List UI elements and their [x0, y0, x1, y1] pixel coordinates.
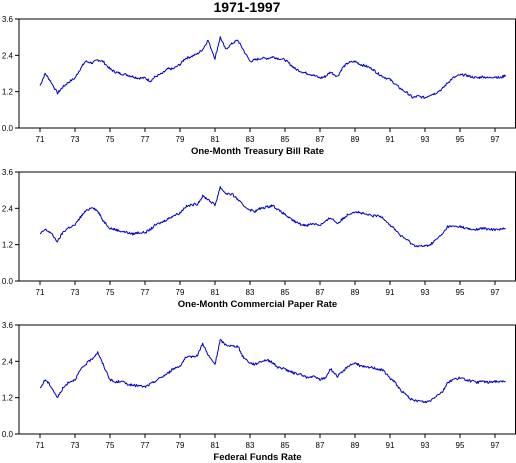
y-tick-label: 1.2 — [2, 88, 14, 97]
y-tick-label: 2.4 — [2, 357, 14, 366]
x-tick-label: 87 — [316, 288, 325, 297]
series-line — [39, 36, 506, 99]
y-tick-label: 3.6 — [2, 15, 14, 24]
plot-frame — [18, 18, 516, 129]
x-tick-label: 95 — [456, 441, 465, 450]
x-tick-label: 87 — [316, 441, 325, 450]
x-tick-label: 79 — [176, 441, 185, 450]
y-tick-label: 2.4 — [2, 51, 14, 60]
y-tick-label: 0.0 — [2, 277, 14, 286]
x-tick-label: 73 — [71, 288, 80, 297]
x-tick-label: 97 — [491, 288, 500, 297]
x-tick-label: 95 — [456, 288, 465, 297]
series-line — [39, 186, 506, 248]
x-tick-label: 93 — [421, 135, 430, 144]
x-tick-label: 79 — [176, 288, 185, 297]
x-tick-label: 73 — [71, 135, 80, 144]
x-tick-label: 85 — [281, 135, 290, 144]
x-tick-label: 85 — [281, 288, 290, 297]
chart-panel-1: 1971-1997 0.0 1.2 2.4 3.6 71 73 75 77 79 81 83 85 87 8… — [2, 0, 516, 157]
x-tick-label: 89 — [351, 288, 360, 297]
y-tick-label: 0.0 — [2, 124, 14, 133]
x-tick-label: 93 — [421, 288, 430, 297]
x-tick-label: 71 — [36, 288, 45, 297]
x-tick-label: 81 — [211, 135, 220, 144]
y-tick-label: 3.6 — [2, 321, 14, 330]
x-tick-label: 91 — [386, 135, 395, 144]
y-tick-label: 1.2 — [2, 241, 14, 250]
y-tick-label: 1.2 — [2, 394, 14, 403]
x-tick-label: 95 — [456, 135, 465, 144]
x-tick-label: 97 — [491, 135, 500, 144]
x-tick-label: 71 — [36, 441, 45, 450]
x-tick-label: 77 — [141, 135, 150, 144]
x-tick-label: 89 — [351, 441, 360, 450]
y-tick-label: 2.4 — [2, 204, 14, 213]
x-tick-label: 75 — [106, 441, 115, 450]
x-tick-label: 79 — [176, 135, 185, 144]
y-tick-label: 0.0 — [2, 430, 14, 439]
x-tick-label: 81 — [211, 288, 220, 297]
x-tick-label: 87 — [316, 135, 325, 144]
x-axis-label: One-Month Treasury Bill Rate — [191, 146, 324, 157]
x-axis-label: One-Month Commercial Paper Rate — [178, 299, 337, 310]
chart-panel-3: 0.0 1.2 2.4 3.6 71 73 75 77 79 81 83 85 87 89 91 93 95 97… — [2, 321, 516, 463]
x-tick-label: 75 — [106, 288, 115, 297]
x-tick-label: 89 — [351, 135, 360, 144]
series-line — [39, 339, 506, 404]
x-tick-label: 91 — [386, 441, 395, 450]
x-tick-label: 93 — [421, 441, 430, 450]
x-tick-label: 85 — [281, 441, 290, 450]
x-tick-label: 91 — [386, 288, 395, 297]
x-tick-label: 71 — [36, 135, 45, 144]
x-tick-label: 83 — [246, 441, 255, 450]
x-tick-label: 83 — [246, 288, 255, 297]
x-tick-label: 75 — [106, 135, 115, 144]
x-tick-label: 81 — [211, 441, 220, 450]
plot-frame — [18, 324, 516, 435]
chart-title: 1971-1997 — [214, 0, 281, 15]
chart-panel-2: 0.0 1.2 2.4 3.6 71 73 75 77 79 81 83 85 87 89 91 93 95 97… — [2, 168, 516, 310]
plot-frame — [18, 171, 516, 282]
x-tick-label: 97 — [491, 441, 500, 450]
x-tick-label: 73 — [71, 441, 80, 450]
y-tick-label: 3.6 — [2, 168, 14, 177]
x-tick-label: 77 — [141, 441, 150, 450]
x-tick-label: 77 — [141, 288, 150, 297]
x-axis-label: Federal Funds Rate — [213, 452, 301, 463]
x-tick-label: 83 — [246, 135, 255, 144]
